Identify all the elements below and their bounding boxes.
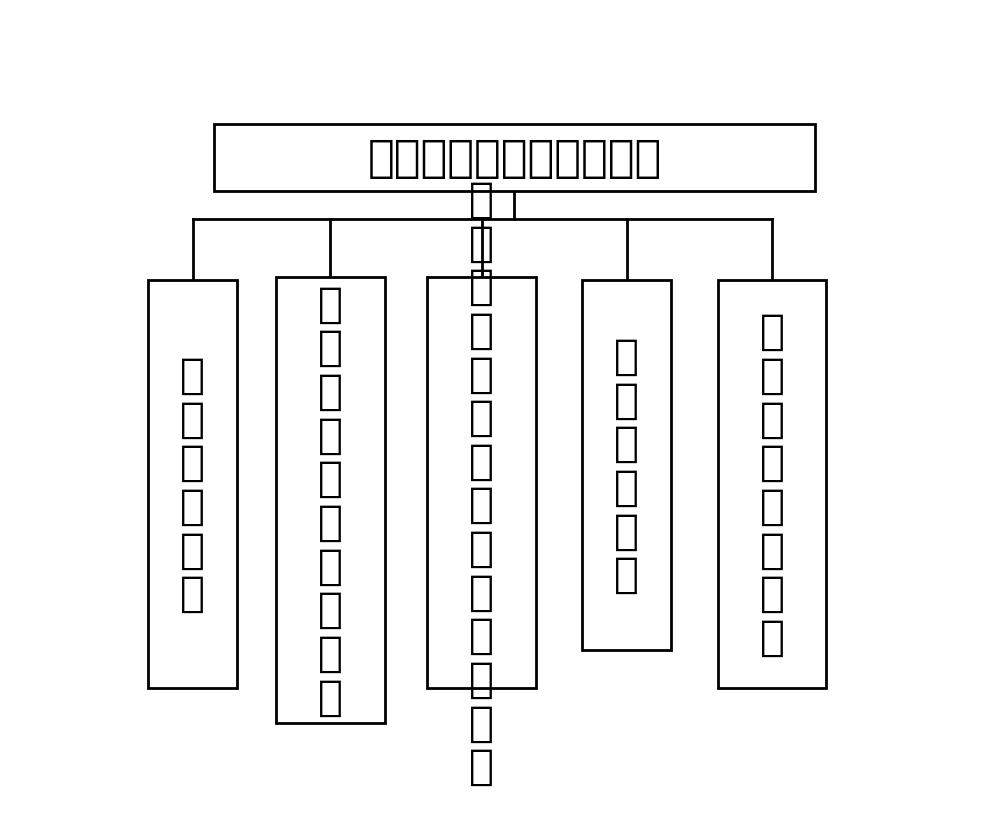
- Text: 硬岩掘进机智能掘进系统: 硬岩掘进机智能掘进系统: [367, 136, 662, 179]
- FancyBboxPatch shape: [582, 280, 671, 650]
- Text: 掘
进
参
数
推
荐
输
出
实
时
显
示
单
元: 掘 进 参 数 推 荐 输 出 实 时 显 示 单 元: [469, 179, 494, 787]
- FancyBboxPatch shape: [214, 125, 815, 192]
- Text: 掘
进
安
全
控
制
单
元: 掘 进 安 全 控 制 单 元: [760, 311, 785, 658]
- FancyBboxPatch shape: [718, 280, 826, 688]
- FancyBboxPatch shape: [148, 280, 237, 688]
- FancyBboxPatch shape: [427, 278, 536, 688]
- Text: 掘
进
控
制
单
元: 掘 进 控 制 单 元: [614, 336, 639, 595]
- FancyBboxPatch shape: [276, 278, 385, 724]
- Text: 渣
片
拍
摄
单
元: 渣 片 拍 摄 单 元: [180, 355, 205, 614]
- Text: 智
能
掘
进
控
制
决
策
单
元: 智 能 掘 进 控 制 决 策 单 元: [318, 284, 343, 718]
